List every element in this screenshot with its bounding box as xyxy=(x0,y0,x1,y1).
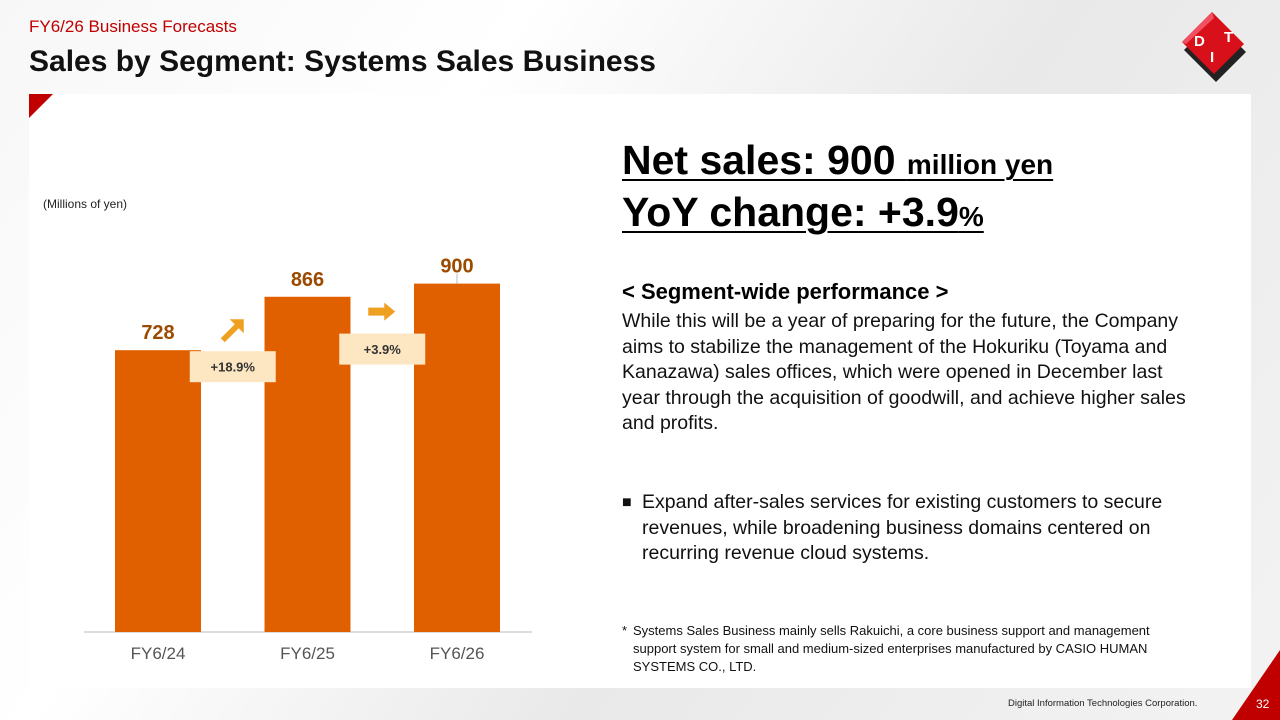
footnote-mark: * xyxy=(622,623,628,638)
bullet-text: Expand after-sales services for existing… xyxy=(642,491,1163,564)
corner-accent-bottom-right xyxy=(1232,650,1280,720)
x-tick-label: FY6/24 xyxy=(131,644,186,663)
chart-units-label: (Millions of yen) xyxy=(43,197,128,211)
growth-badge xyxy=(189,351,276,383)
x-tick-label: FY6/25 xyxy=(280,644,335,663)
content-panel xyxy=(29,94,1251,688)
footer-company: Digital Information Technologies Corpora… xyxy=(1008,698,1198,709)
bar-value-label: 728 xyxy=(141,322,174,344)
slide-subtitle: FY6/26 Business Forecasts xyxy=(29,17,237,36)
bar xyxy=(264,296,351,632)
segment-body: While this will be a year of preparing f… xyxy=(622,310,1186,434)
growth-arrow-icon xyxy=(220,319,244,343)
growth-arrow-icon xyxy=(368,302,396,321)
logo-letter: I xyxy=(1210,49,1214,66)
x-tick-label: FY6/26 xyxy=(430,644,485,663)
net-sales-value: Net sales: 900 xyxy=(622,137,907,183)
logo-letter: D xyxy=(1194,33,1205,50)
sales-bar-chart: 728 FY6/24 866 FY6/25 900 FY6/26 +18.9% +3.9% xyxy=(84,256,532,663)
bar xyxy=(115,350,201,632)
yoy-change-unit: % xyxy=(958,201,984,232)
yoy-change-headline: YoY change: +3.9% xyxy=(622,189,1262,236)
company-logo: D I T xyxy=(1182,12,1246,82)
slide-title: Sales by Segment: Systems Sales Business xyxy=(29,45,656,78)
bar-value-label: 866 xyxy=(291,269,324,291)
bar-value-label: 900 xyxy=(440,256,473,278)
segment-heading: < Segment-wide performance > xyxy=(622,279,949,304)
logo-letter: T xyxy=(1224,29,1233,46)
yoy-change-value: YoY change: +3.9 xyxy=(622,189,959,235)
net-sales-headline: Net sales: 900 million yen xyxy=(622,137,1262,184)
page-number: 32 xyxy=(1256,697,1270,711)
bullet-item: ■ Expand after-sales services for existi… xyxy=(622,490,1182,567)
net-sales-unit: million yen xyxy=(906,149,1054,180)
growth-badge-label: +18.9% xyxy=(211,360,256,375)
corner-accent-top-left xyxy=(29,94,53,118)
growth-badge-label: +3.9% xyxy=(364,342,402,357)
growth-badge xyxy=(339,333,426,365)
bullet-square-icon: ■ xyxy=(622,494,632,511)
bar xyxy=(414,283,500,632)
footnote-text: Systems Sales Business mainly sells Raku… xyxy=(633,623,1150,674)
footnote: * Systems Sales Business mainly sells Ra… xyxy=(622,622,1152,676)
